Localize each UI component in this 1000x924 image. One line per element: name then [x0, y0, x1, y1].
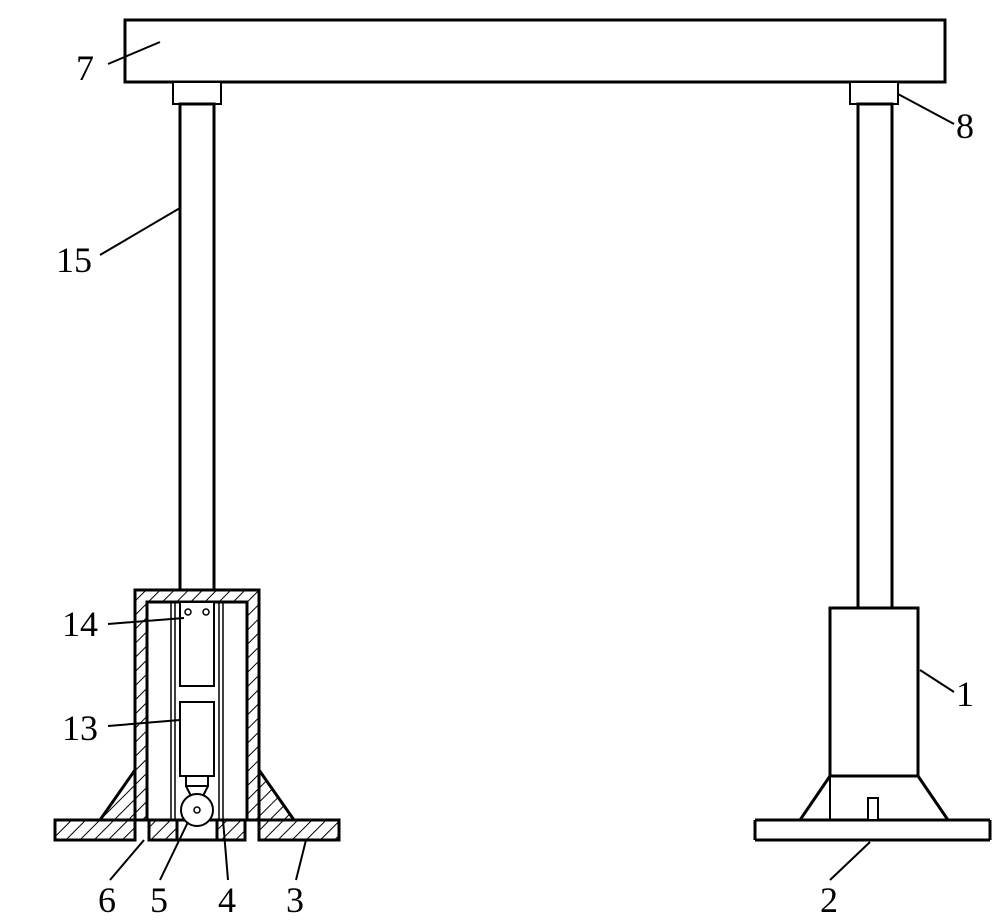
callout-3: 3 [286, 880, 304, 920]
callout-1: 1 [956, 674, 974, 714]
callout-4: 4 [218, 880, 236, 920]
callout-7: 7 [76, 48, 94, 88]
callout-13: 13 [62, 708, 98, 748]
callout-8: 8 [956, 106, 974, 146]
callout-15: 15 [56, 240, 92, 280]
callout-6: 6 [98, 880, 116, 920]
callout-5: 5 [150, 880, 168, 920]
callout-14: 14 [62, 604, 98, 644]
callout-2: 2 [820, 880, 838, 920]
